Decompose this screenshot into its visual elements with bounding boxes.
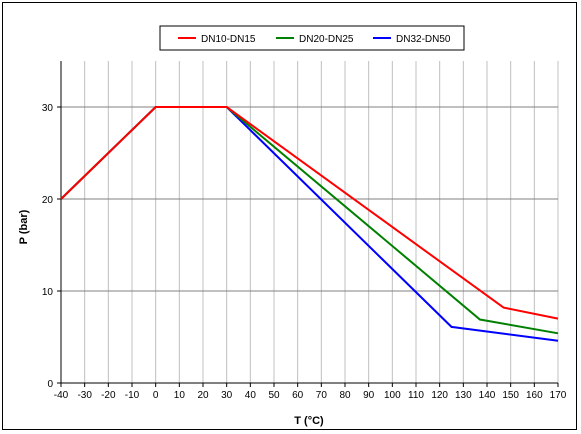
legend-label: DN32-DN50 [396,34,451,45]
x-tick-label: 20 [197,390,209,401]
x-tick-label: 150 [502,390,519,401]
x-tick-label: -30 [77,390,92,401]
chart-frame: DN10-DN15 DN20-DN25 DN32-DN50 -40 -30 -20 -10… [2,2,577,430]
legend-label: DN20-DN25 [299,34,354,45]
x-tick-label: 70 [316,390,328,401]
x-tick-label: 30 [221,390,233,401]
x-tick-label: -20 [101,390,116,401]
x-tick-label: 40 [245,390,257,401]
x-tick-label: 110 [408,390,424,401]
x-tick-label: 10 [174,390,186,401]
series-line-dn32-dn50 [60,106,559,342]
grid [60,61,559,384]
series-line-dn10-dn15 [60,106,559,320]
x-tick-label: 130 [455,390,472,401]
x-tick-label: 170 [550,390,567,401]
x-tick-label: 120 [431,390,448,401]
y-tick-label: 10 [42,287,54,298]
y-axis-title: P (bar) [18,209,30,244]
x-tick-label: 0 [153,390,159,401]
x-tick-label: 140 [479,390,496,401]
legend-label: DN10-DN15 [201,34,256,45]
y-tick-label: 20 [42,195,54,206]
legend: DN10-DN15 DN20-DN25 DN32-DN50 [178,34,451,45]
x-tick-label: 60 [292,390,304,401]
legend-box [159,25,465,51]
x-axis-ticks: -40 -30 -20 -10 0 10 20 30 40 50 60 70 80 90 100 110 120… [54,383,567,401]
x-tick-label: 90 [363,390,375,401]
series-line-dn20-dn25 [60,106,559,335]
x-tick-label: 50 [268,390,280,401]
series-lines [60,106,559,342]
x-tick-label: -40 [54,390,69,401]
x-tick-label: 80 [339,390,351,401]
y-axis-ticks: 0 10 20 30 [42,103,61,390]
x-axis-title: T (°C) [294,415,324,427]
y-tick-label: 30 [42,103,54,114]
y-tick-label: 0 [47,379,53,390]
x-tick-label: 160 [526,390,543,401]
x-tick-label: -10 [125,390,140,401]
x-tick-label: 100 [384,390,401,401]
pressure-temperature-chart: DN10-DN15 DN20-DN25 DN32-DN50 -40 -30 -20 -10… [18,25,567,427]
